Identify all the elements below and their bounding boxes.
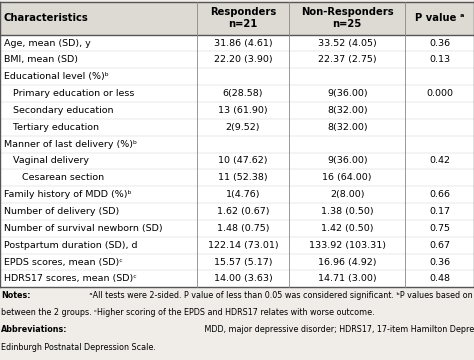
Text: 11 (52.38): 11 (52.38)	[218, 173, 268, 182]
Text: 0.42: 0.42	[429, 157, 450, 166]
Text: 31.86 (4.61): 31.86 (4.61)	[214, 39, 272, 48]
Text: MDD, major depressive disorder; HDRS17, 17-item Hamilton Depression Rating Scale: MDD, major depressive disorder; HDRS17, …	[201, 325, 474, 334]
Text: 22.20 (3.90): 22.20 (3.90)	[214, 55, 272, 64]
Text: 16.96 (4.92): 16.96 (4.92)	[318, 257, 376, 266]
Bar	[0, 2, 474, 287]
Text: BMI, mean (SD): BMI, mean (SD)	[4, 55, 78, 64]
Text: 8(32.00): 8(32.00)	[327, 123, 367, 132]
Text: 0.48: 0.48	[429, 274, 450, 283]
Text: 13 (61.90): 13 (61.90)	[218, 106, 268, 115]
Text: Cesarean section: Cesarean section	[4, 173, 104, 182]
Text: Number of delivery (SD): Number of delivery (SD)	[4, 207, 119, 216]
Text: 0.17: 0.17	[429, 207, 450, 216]
Text: ᵃAll tests were 2-sided. P value of less than 0.05 was considered significant. ᵇ: ᵃAll tests were 2-sided. P value of less…	[87, 291, 474, 300]
Text: 133.92 (103.31): 133.92 (103.31)	[309, 241, 386, 250]
Text: 15.57 (5.17): 15.57 (5.17)	[214, 257, 272, 266]
Text: Abbreviations:: Abbreviations:	[1, 325, 68, 334]
Text: 16 (64.00): 16 (64.00)	[322, 173, 372, 182]
Text: P value ᵃ: P value ᵃ	[415, 13, 465, 23]
Text: 0.000: 0.000	[426, 89, 453, 98]
Text: Vaginal delivery: Vaginal delivery	[4, 157, 89, 166]
Text: 0.13: 0.13	[429, 55, 450, 64]
Text: 10 (47.62): 10 (47.62)	[218, 157, 268, 166]
Text: 14.71 (3.00): 14.71 (3.00)	[318, 274, 376, 283]
Text: Tertiary education: Tertiary education	[4, 123, 99, 132]
Text: 14.00 (3.63): 14.00 (3.63)	[214, 274, 272, 283]
Text: 1(4.76): 1(4.76)	[226, 190, 260, 199]
Text: Responders
n=21: Responders n=21	[210, 7, 276, 29]
Text: Educational level (%)ᵇ: Educational level (%)ᵇ	[4, 72, 109, 81]
Text: Non-Responders
n=25: Non-Responders n=25	[301, 7, 393, 29]
Text: 0.67: 0.67	[429, 241, 450, 250]
Text: 22.37 (2.75): 22.37 (2.75)	[318, 55, 376, 64]
Text: EPDS scores, mean (SD)ᶜ: EPDS scores, mean (SD)ᶜ	[4, 257, 123, 266]
Text: Primary education or less: Primary education or less	[4, 89, 134, 98]
Text: 0.66: 0.66	[429, 190, 450, 199]
Text: Notes:: Notes:	[1, 291, 31, 300]
Text: Postpartum duration (SD), d: Postpartum duration (SD), d	[4, 241, 137, 250]
Text: 1.38 (0.50): 1.38 (0.50)	[321, 207, 374, 216]
Text: 2(8.00): 2(8.00)	[330, 190, 365, 199]
Text: 0.36: 0.36	[429, 257, 450, 266]
Text: between the 2 groups. ᶜHigher scoring of the EPDS and HDRS17 relates with worse : between the 2 groups. ᶜHigher scoring of…	[1, 308, 375, 317]
Text: Age, mean (SD), y: Age, mean (SD), y	[4, 39, 91, 48]
Text: 122.14 (73.01): 122.14 (73.01)	[208, 241, 278, 250]
Text: 8(32.00): 8(32.00)	[327, 106, 367, 115]
Text: HDRS17 scores, mean (SD)ᶜ: HDRS17 scores, mean (SD)ᶜ	[4, 274, 137, 283]
Text: Characteristics: Characteristics	[4, 13, 89, 23]
Text: Secondary education: Secondary education	[4, 106, 113, 115]
Text: 0.75: 0.75	[429, 224, 450, 233]
Text: Manner of last delivery (%)ᵇ: Manner of last delivery (%)ᵇ	[4, 140, 137, 149]
Text: 9(36.00): 9(36.00)	[327, 157, 367, 166]
Text: 1.62 (0.67): 1.62 (0.67)	[217, 207, 269, 216]
Bar	[0, 2, 474, 35]
Text: 0.36: 0.36	[429, 39, 450, 48]
Text: 1.42 (0.50): 1.42 (0.50)	[321, 224, 374, 233]
Text: 2(9.52): 2(9.52)	[226, 123, 260, 132]
Text: 6(28.58): 6(28.58)	[223, 89, 263, 98]
Text: Family history of MDD (%)ᵇ: Family history of MDD (%)ᵇ	[4, 190, 131, 199]
Text: 9(36.00): 9(36.00)	[327, 89, 367, 98]
Text: 33.52 (4.05): 33.52 (4.05)	[318, 39, 376, 48]
Text: Edinburgh Postnatal Depression Scale.: Edinburgh Postnatal Depression Scale.	[1, 343, 156, 352]
Text: Number of survival newborn (SD): Number of survival newborn (SD)	[4, 224, 163, 233]
Text: 1.48 (0.75): 1.48 (0.75)	[217, 224, 269, 233]
